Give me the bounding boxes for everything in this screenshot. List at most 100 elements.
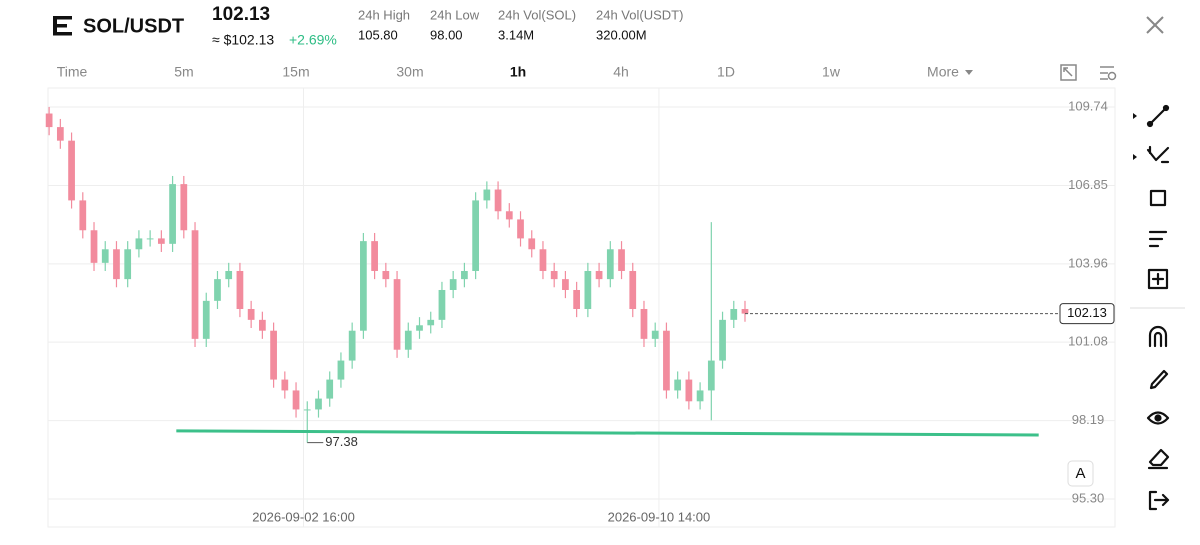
candle-body xyxy=(292,390,300,410)
y-tick-label: 98.19 xyxy=(1072,412,1105,427)
interval-tab[interactable]: 15m xyxy=(282,64,309,80)
exit-tool[interactable] xyxy=(1148,490,1170,511)
candle-body xyxy=(90,230,98,263)
indicator-tool[interactable] xyxy=(1148,230,1168,248)
candle-body xyxy=(393,279,401,350)
candle-body xyxy=(595,270,603,280)
candle-body xyxy=(472,200,479,271)
interval-tab[interactable]: 1h xyxy=(510,64,526,80)
interval-tab[interactable]: 1w xyxy=(822,64,841,80)
candle-body xyxy=(68,140,75,201)
candle-body xyxy=(236,270,244,309)
trend-line xyxy=(176,429,1039,437)
candle-body xyxy=(651,330,659,339)
y-tick-label: 95.30 xyxy=(1072,490,1105,505)
candle-body xyxy=(707,360,715,391)
price: 102.13 xyxy=(212,4,270,25)
candle-body xyxy=(360,241,367,331)
candle-body xyxy=(494,189,502,212)
interval-tab[interactable]: Time xyxy=(57,64,88,80)
auto-scale-button[interactable]: A xyxy=(1067,460,1094,487)
candle-body xyxy=(180,184,188,231)
auto-scale-label: A xyxy=(1075,465,1085,482)
candle-body xyxy=(528,238,536,250)
candle-body xyxy=(427,319,435,326)
more-caret xyxy=(965,70,973,75)
candle-body xyxy=(79,200,87,231)
pencil-tool[interactable] xyxy=(1149,369,1169,390)
candle-body xyxy=(326,379,334,399)
candle-body xyxy=(281,379,289,391)
stat-label: 24h High xyxy=(358,7,410,22)
measure-tool[interactable] xyxy=(1147,268,1169,290)
close-button[interactable] xyxy=(1146,16,1164,34)
stat-value: 320.00M xyxy=(596,27,647,42)
candle-body xyxy=(404,330,412,350)
candle-body xyxy=(56,127,64,141)
candle-body xyxy=(337,360,345,380)
candle-body xyxy=(438,289,446,320)
candle-body xyxy=(371,241,378,271)
drawing-toolbar xyxy=(1130,104,1185,511)
candle-body xyxy=(191,230,199,339)
candle-body xyxy=(696,390,704,402)
candle-body xyxy=(124,249,132,280)
candle-body xyxy=(416,325,423,331)
candle-body xyxy=(584,270,592,309)
layout-icon[interactable] xyxy=(1060,64,1077,81)
toolbar-caret xyxy=(1133,113,1137,160)
interval-tab[interactable]: 4h xyxy=(613,64,629,80)
candle-body xyxy=(505,211,513,220)
candle-body xyxy=(348,330,356,361)
stat-label: 24h Low xyxy=(430,7,480,22)
candle-body xyxy=(259,319,266,331)
stat-label: 24h Vol(USDT) xyxy=(596,7,683,22)
candle-body xyxy=(303,409,311,411)
candle-body xyxy=(169,184,176,244)
chart: 109.74 106.85 103.96 101.08 98.19 95.30 2026-0… xyxy=(45,87,1116,528)
interval-tab[interactable]: 30m xyxy=(396,64,423,80)
interval-tab[interactable]: More xyxy=(927,64,959,80)
stat-value: 3.14M xyxy=(498,27,534,42)
x-tick-label: 2026-09-10 14:00 xyxy=(608,509,711,524)
interval-tab[interactable]: 5m xyxy=(174,64,193,80)
logo xyxy=(53,16,72,36)
stat-value: 98.00 xyxy=(430,27,463,42)
candle-body xyxy=(730,308,738,320)
symbol[interactable]: SOL/USDT xyxy=(83,15,184,37)
interval-tabs: Time 5m 15m 30m 1h 4h 1D 1w More xyxy=(57,64,959,80)
candle-body xyxy=(382,270,390,280)
candle-body xyxy=(315,398,322,410)
stat-value: 105.80 xyxy=(358,27,398,42)
low-marker-label: 97.38 xyxy=(325,434,358,449)
magnet-tool[interactable] xyxy=(1148,325,1168,348)
candle-body xyxy=(45,113,53,128)
candle-body xyxy=(483,189,491,201)
candle-body xyxy=(146,238,154,240)
y-tick-label: 101.08 xyxy=(1068,334,1108,349)
candle-body xyxy=(719,319,726,361)
candle-body xyxy=(517,219,524,239)
candle-body xyxy=(449,279,457,290)
line-tool[interactable] xyxy=(1146,104,1170,128)
candle-body xyxy=(135,238,143,250)
visibility-tool[interactable] xyxy=(1146,411,1170,425)
plot-frame xyxy=(47,87,1116,528)
candle-body xyxy=(640,308,648,339)
interval-tab[interactable]: 1D xyxy=(717,64,735,80)
settings-icon[interactable] xyxy=(1100,66,1117,81)
candle-body xyxy=(674,379,682,391)
candle-body xyxy=(550,270,558,280)
candle-body xyxy=(663,330,670,391)
candle-body xyxy=(461,270,468,280)
y-tick-label: 109.74 xyxy=(1068,98,1108,113)
stats: 24h High 105.80 24h Low 98.00 24h Vol(SOL) 3.… xyxy=(358,7,683,42)
candle-body xyxy=(741,308,749,314)
approx-price: ≈ $102.13 xyxy=(212,32,274,48)
eraser-tool[interactable] xyxy=(1147,448,1170,470)
button-frame xyxy=(1067,460,1094,487)
shape-tool[interactable] xyxy=(1149,189,1167,207)
fib-tool[interactable] xyxy=(1146,145,1170,164)
candle-body xyxy=(270,330,277,380)
